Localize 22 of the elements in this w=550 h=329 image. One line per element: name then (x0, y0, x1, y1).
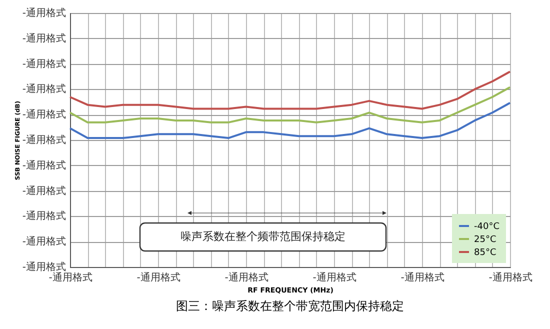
x-tick-label: -通用格式 (48, 272, 92, 284)
text: -通用格式 (22, 184, 66, 197)
x-tick-label: -通用格式 (312, 272, 356, 284)
text: -通用格式 (22, 7, 66, 19)
text: -通用格式 (22, 83, 66, 96)
text: -通用格式 (22, 261, 66, 273)
annotation: 噪声系数在整个频带范围保持稳定 (180, 230, 346, 243)
legend-label: -40°C (474, 222, 500, 232)
x-tick-label: -通用格式 (136, 272, 180, 284)
text: -通用格式 (22, 108, 66, 121)
text: -通用格式 (22, 210, 66, 222)
text: -通用格式 (22, 58, 66, 70)
legend-label: 25°C (474, 235, 496, 245)
legend-label: 85°C (474, 248, 496, 258)
text: -通用格式 (22, 159, 66, 172)
text: -通用格式 (22, 236, 66, 248)
x-tick-label: -通用格式 (400, 272, 444, 284)
text: -通用格式 (22, 134, 66, 146)
x-tick-label: -通用格式 (488, 272, 532, 284)
x-tick-label: -通用格式 (224, 272, 268, 284)
text: -通用格式 (22, 32, 66, 44)
text: 图三：噪声系数在整个带宽范围内保持稳定 (176, 299, 404, 313)
